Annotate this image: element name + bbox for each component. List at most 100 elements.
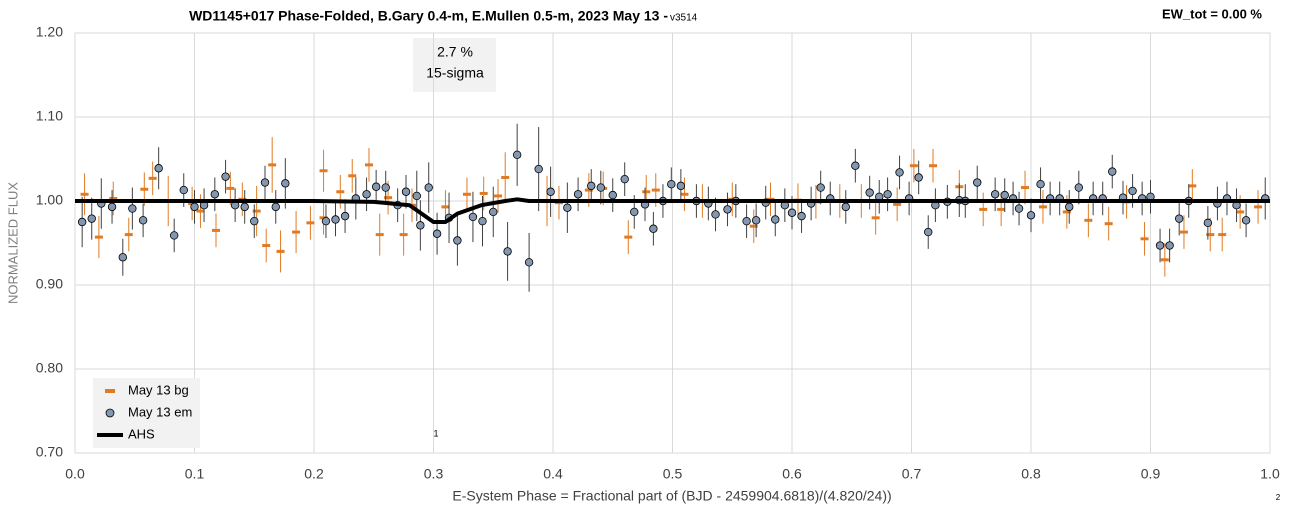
x-tick-label: 0.6: [782, 466, 802, 482]
point: [371, 182, 381, 191]
point: [1084, 218, 1093, 222]
point: [462, 192, 471, 196]
point: [1155, 241, 1165, 250]
y-axis-title: NORMALIZED FLUX: [5, 182, 20, 304]
point: [424, 183, 433, 192]
legend-label: May 13 bg: [128, 382, 189, 397]
point: [140, 187, 149, 191]
point: [749, 224, 758, 228]
point: [468, 212, 478, 222]
corner-note: 2: [1276, 493, 1281, 502]
point: [268, 163, 277, 167]
point: [479, 191, 488, 195]
point: [1014, 204, 1024, 213]
point: [221, 172, 230, 181]
point: [979, 207, 988, 211]
point: [226, 186, 235, 190]
y-tick-label: 0.90: [36, 276, 63, 292]
point: [1203, 218, 1213, 228]
point: [319, 169, 328, 173]
point: [489, 207, 498, 217]
point: [1074, 183, 1083, 192]
point: [1000, 190, 1009, 200]
legend-label: May 13 em: [128, 404, 192, 419]
x-tick-label: 0.2: [304, 466, 324, 482]
plot-border: [74, 32, 1271, 454]
point: [260, 178, 270, 187]
point: [124, 233, 133, 237]
point: [895, 168, 904, 177]
point: [1036, 179, 1045, 189]
point: [751, 216, 761, 225]
point: [340, 211, 350, 221]
point: [651, 188, 660, 192]
y-tick-label: 0.80: [36, 360, 63, 376]
x-tick-label: 0.5: [663, 466, 683, 482]
point: [1140, 237, 1149, 241]
point: [138, 216, 148, 225]
point: [596, 183, 605, 192]
legend-swatch: [105, 408, 115, 418]
y-tick-label: 1.10: [36, 108, 63, 124]
chart-title: WD1145+017 Phase-Folded, B.Gary 0.4-m, E…: [189, 8, 668, 24]
point: [871, 216, 880, 220]
point: [478, 216, 487, 226]
point: [1160, 258, 1169, 262]
point: [642, 190, 651, 194]
point: [1026, 211, 1036, 220]
point: [680, 192, 689, 196]
point: [865, 188, 874, 197]
point: [1062, 210, 1071, 214]
point: [534, 164, 543, 174]
point: [212, 228, 221, 232]
annotation: 2.7 %: [437, 44, 473, 60]
point: [851, 161, 860, 170]
point: [190, 202, 199, 212]
point: [1065, 202, 1074, 212]
point: [797, 211, 806, 221]
annotation: 15-sigma: [426, 65, 484, 81]
x-axis-title: E-System Phase = Fractional part of (BJD…: [452, 488, 891, 504]
x-tick-label: 0.7: [902, 466, 922, 482]
point: [441, 205, 450, 209]
point: [148, 176, 157, 180]
x-tick-label: 0.4: [543, 466, 563, 482]
model-line: [75, 197, 1270, 224]
point: [723, 205, 732, 214]
point: [667, 179, 676, 189]
point: [107, 202, 117, 212]
point: [432, 229, 442, 238]
point: [1179, 230, 1188, 234]
x-tick-label: 0.9: [1141, 466, 1161, 482]
point: [1165, 241, 1174, 250]
point: [501, 175, 510, 179]
point: [179, 185, 188, 195]
y-tick-label: 0.70: [36, 444, 63, 460]
point: [109, 196, 118, 200]
point: [416, 221, 425, 230]
point: [587, 181, 596, 191]
point: [196, 209, 205, 213]
point: [381, 183, 390, 192]
point: [1241, 216, 1251, 225]
point: [997, 207, 1006, 211]
point: [118, 253, 127, 262]
legend-label: AHS: [128, 426, 155, 441]
point: [563, 203, 572, 212]
event-marker: 1: [433, 428, 438, 438]
point: [742, 216, 751, 226]
y-tick-label: 1.00: [36, 192, 63, 208]
point: [787, 208, 797, 217]
point: [816, 183, 825, 192]
point: [154, 164, 163, 173]
point: [914, 173, 923, 182]
point: [210, 190, 220, 199]
point: [512, 150, 522, 159]
point: [630, 207, 639, 217]
point: [1021, 186, 1030, 190]
ew-label: EW_tot = 0.00 %: [1162, 6, 1262, 21]
point: [128, 204, 137, 213]
point: [1108, 167, 1117, 176]
